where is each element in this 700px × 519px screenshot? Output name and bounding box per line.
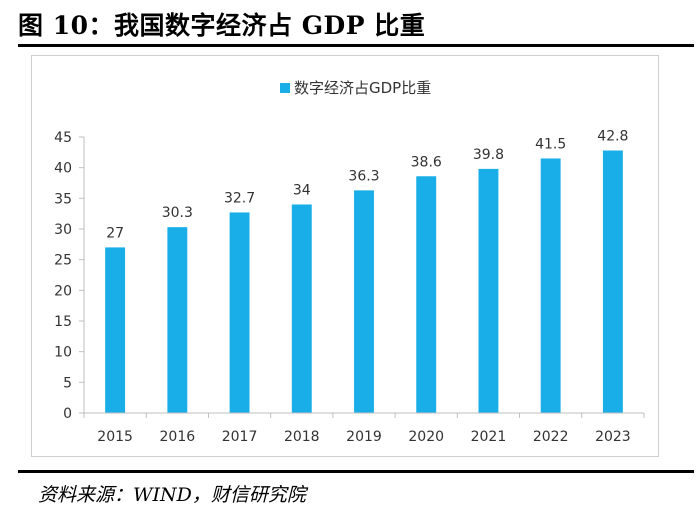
legend-swatch xyxy=(280,83,290,93)
bar xyxy=(291,204,312,413)
y-tick-label: 5 xyxy=(63,375,72,391)
bar xyxy=(602,150,623,413)
x-axis: 2015 2016 2017 2018 2019 2020 2021 2022 2023 xyxy=(83,412,645,445)
bar xyxy=(167,227,188,413)
y-tick-label: 0 xyxy=(63,406,72,422)
y-tick-label: 40 xyxy=(54,161,72,177)
y-axis: 0 5 10 15 20 25 30 35 40 45 xyxy=(54,130,85,422)
y-tick-label: 25 xyxy=(54,253,72,269)
figure-title: 图 10：我国数字经济占 GDP 比重 xyxy=(18,11,426,40)
x-tick-label: 2019 xyxy=(346,429,382,445)
bar xyxy=(229,212,250,413)
x-tick-label: 2015 xyxy=(97,429,133,445)
x-tick-label: 2016 xyxy=(160,429,196,445)
bars: 27 30.3 32.7 34 36.3 38.6 39.8 41.5 42.8 xyxy=(105,128,628,413)
chart-frame: 数字经济占GDP比重 0 5 10 15 20 25 30 35 40 45 27 30.3 32.7… xyxy=(31,55,659,457)
y-tick-label: 35 xyxy=(54,191,72,207)
x-tick-label: 2018 xyxy=(284,429,320,445)
data-label: 38.6 xyxy=(411,154,442,170)
x-tick-label: 2023 xyxy=(595,429,631,445)
bar xyxy=(354,190,374,413)
data-label: 27 xyxy=(106,225,124,241)
source-note: 资料来源：WIND，财信研究院 xyxy=(38,484,306,506)
bar xyxy=(540,158,561,413)
data-label: 34 xyxy=(293,182,311,198)
y-tick-label: 45 xyxy=(54,130,72,146)
data-label: 42.8 xyxy=(597,128,628,144)
bar xyxy=(105,247,126,413)
y-tick-label: 20 xyxy=(54,283,72,299)
y-tick-label: 15 xyxy=(54,314,72,330)
x-tick-label: 2022 xyxy=(533,429,569,445)
legend: 数字经济占GDP比重 xyxy=(280,79,431,97)
y-tick-label: 30 xyxy=(54,222,72,238)
bar xyxy=(478,168,499,413)
bar xyxy=(416,176,437,413)
x-tick-label: 2020 xyxy=(408,429,444,445)
legend-label: 数字经济占GDP比重 xyxy=(294,79,431,97)
data-label: 32.7 xyxy=(224,190,255,206)
data-label: 30.3 xyxy=(162,205,193,221)
top-rule xyxy=(18,44,694,47)
x-tick-label: 2017 xyxy=(222,429,258,445)
data-label: 41.5 xyxy=(535,136,566,152)
data-label: 39.8 xyxy=(473,147,504,163)
bar-chart: 数字经济占GDP比重 0 5 10 15 20 25 30 35 40 45 27 30.3 32.7… xyxy=(54,79,645,445)
bottom-rule xyxy=(18,470,694,473)
y-tick-label: 10 xyxy=(54,345,72,361)
x-tick-label: 2021 xyxy=(471,429,507,445)
data-label: 36.3 xyxy=(348,168,379,184)
